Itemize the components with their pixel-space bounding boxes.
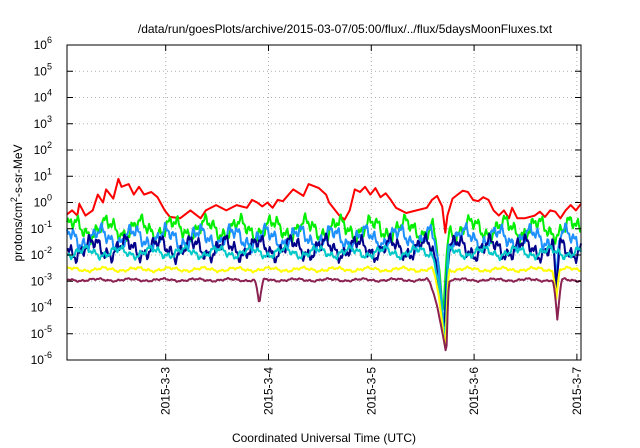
y-tick-label: 101 xyxy=(34,166,52,183)
x-tick-label: 2015-3-6 xyxy=(467,367,481,415)
x-axis-label: Coordinated Universal Time (UTC) xyxy=(232,431,416,445)
grid xyxy=(67,45,581,360)
series-line-4 xyxy=(66,232,582,328)
y-tick-label: 10-1 xyxy=(31,219,52,236)
y-tick-label: 106 xyxy=(34,35,52,52)
series-group xyxy=(66,177,582,352)
y-axis: 10-6 10-5 10-4 10-3 10-2 10-1 100 101 102 103 104 1… xyxy=(31,35,581,367)
y-tick-label: 103 xyxy=(34,114,52,131)
y-axis-label-sup: 2 xyxy=(9,197,19,202)
series-line-6 xyxy=(66,265,582,347)
y-axis-label-rest: -s-sr-MeV xyxy=(11,144,25,197)
x-tick-label: 2015-3-5 xyxy=(364,367,378,415)
y-tick-label: 10-2 xyxy=(31,245,52,262)
series-line-1 xyxy=(66,177,582,234)
y-tick-label: 10-3 xyxy=(31,271,52,288)
y-tick-label: 10-6 xyxy=(31,350,52,367)
y-tick-label: 10-5 xyxy=(31,324,52,341)
x-axis: 2015-3-3 2015-3-4 2015-3-5 2015-3-6 2015-3-7 xyxy=(159,45,584,415)
series-line-7 xyxy=(66,276,582,352)
y-tick-label: 100 xyxy=(34,193,52,210)
series-line-2 xyxy=(66,212,582,311)
series-line-3 xyxy=(66,222,582,323)
series-line-5 xyxy=(66,243,582,338)
y-tick-label: 10-4 xyxy=(31,298,52,315)
x-tick-label: 2015-3-7 xyxy=(570,367,584,415)
y-axis-label-base: protons/cm xyxy=(11,202,25,261)
y-tick-label: 102 xyxy=(34,140,52,157)
x-tick-label: 2015-3-3 xyxy=(159,367,173,415)
y-tick-label: 104 xyxy=(34,88,52,105)
y-tick-label: 105 xyxy=(34,61,52,78)
x-tick-label: 2015-3-4 xyxy=(261,367,275,415)
y-axis-label: protons/cm2-s-sr-MeV xyxy=(9,144,25,261)
chart-title: /data/run/goesPlots/archive/2015-03-07/0… xyxy=(138,22,553,36)
